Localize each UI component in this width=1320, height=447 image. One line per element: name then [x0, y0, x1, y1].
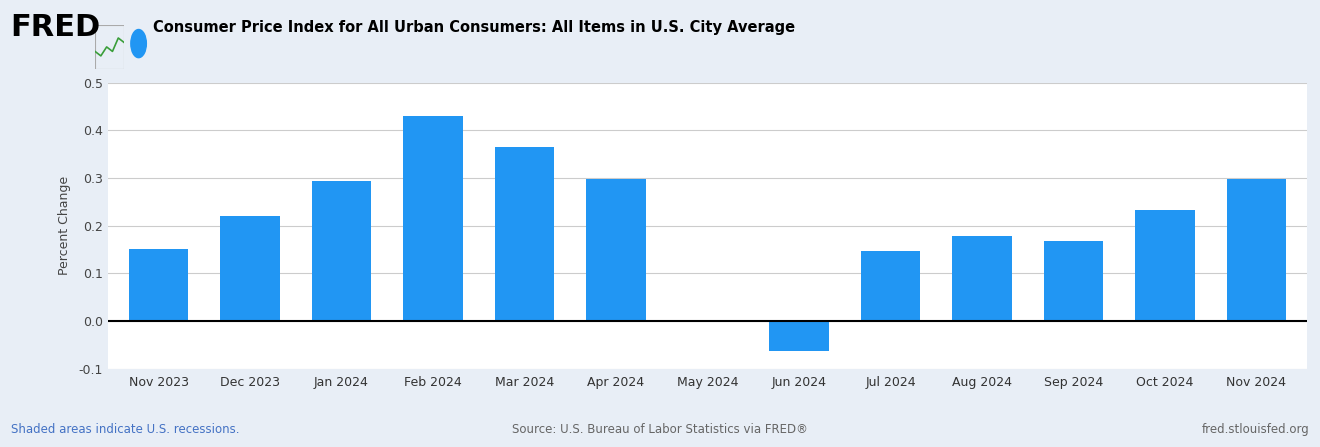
Text: Shaded areas indicate U.S. recessions.: Shaded areas indicate U.S. recessions.: [11, 423, 239, 436]
Bar: [312, 181, 371, 321]
Bar: [1226, 179, 1286, 321]
Text: FRED: FRED: [11, 13, 100, 42]
Text: fred.stlouisfed.org: fred.stlouisfed.org: [1201, 423, 1309, 436]
Text: Source: U.S. Bureau of Labor Statistics via FRED®: Source: U.S. Bureau of Labor Statistics …: [512, 423, 808, 436]
Bar: [495, 147, 554, 321]
Text: Consumer Price Index for All Urban Consumers: All Items in U.S. City Average: Consumer Price Index for All Urban Consu…: [153, 20, 795, 35]
Bar: [220, 216, 280, 321]
Bar: [404, 116, 463, 321]
Bar: [1135, 211, 1195, 321]
Bar: [129, 249, 189, 321]
Bar: [586, 178, 645, 321]
Y-axis label: Percent Change: Percent Change: [58, 176, 71, 275]
Bar: [770, 321, 829, 350]
Bar: [952, 236, 1011, 321]
Bar: [1044, 241, 1104, 321]
Bar: [677, 320, 738, 321]
Bar: [861, 250, 920, 321]
Circle shape: [131, 30, 147, 58]
